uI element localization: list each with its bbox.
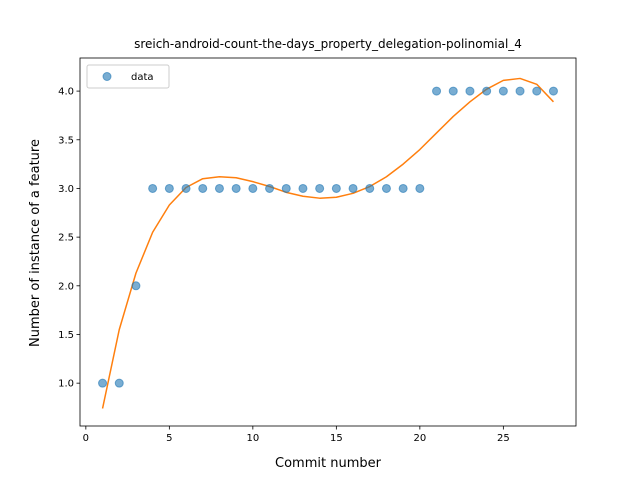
data-point bbox=[231, 183, 241, 193]
y-tick-label: 4.0 bbox=[58, 87, 74, 98]
data-point bbox=[398, 183, 408, 193]
y-axis-title: Number of instance of a feature bbox=[28, 139, 43, 347]
y-tick-label: 3.5 bbox=[58, 135, 74, 146]
data-point bbox=[214, 183, 224, 193]
x-axis: 0 5 10 15 20 25 bbox=[83, 426, 510, 444]
data-point bbox=[114, 378, 124, 388]
data-point bbox=[131, 281, 141, 291]
data-point bbox=[548, 86, 558, 96]
legend-label: data bbox=[131, 72, 154, 83]
data-point bbox=[315, 183, 325, 193]
y-tick-label: 1.0 bbox=[58, 379, 74, 390]
data-point bbox=[465, 86, 475, 96]
plot-frame bbox=[79, 57, 577, 427]
data-point bbox=[482, 86, 492, 96]
data-point bbox=[432, 86, 442, 96]
legend-box bbox=[86, 64, 170, 89]
y-tick-label: 1.5 bbox=[58, 330, 74, 341]
data-point bbox=[515, 86, 525, 96]
data-point bbox=[148, 183, 158, 193]
data-point bbox=[331, 183, 341, 193]
legend-marker bbox=[102, 72, 112, 81]
data-point bbox=[448, 86, 458, 96]
data-point bbox=[348, 183, 358, 193]
x-axis-title: Commit number bbox=[275, 456, 382, 471]
data-point bbox=[415, 183, 425, 193]
data-point bbox=[164, 183, 174, 193]
data-point bbox=[281, 183, 291, 193]
data-point bbox=[498, 86, 508, 96]
x-tick-label: 25 bbox=[497, 433, 510, 444]
x-tick-label: 20 bbox=[413, 433, 426, 444]
y-tick-label: 3.0 bbox=[58, 184, 74, 195]
y-axis: 1.0 1.5 2.0 2.5 3.0 3.5 4.0 bbox=[58, 87, 80, 390]
legend: data bbox=[86, 64, 170, 89]
data-point bbox=[248, 183, 258, 193]
data-point bbox=[98, 378, 108, 388]
data-point bbox=[365, 183, 375, 193]
data-point bbox=[381, 183, 391, 193]
x-tick-label: 15 bbox=[330, 433, 343, 444]
y-tick-label: 2.5 bbox=[58, 233, 74, 244]
x-tick-label: 0 bbox=[83, 433, 89, 444]
data-point bbox=[181, 183, 191, 193]
chart-title: sreich-android-count-the-days_property_d… bbox=[134, 37, 522, 51]
data-point bbox=[532, 86, 542, 96]
plot-area bbox=[79, 57, 577, 427]
fit-line bbox=[101, 77, 554, 409]
y-tick-label: 2.0 bbox=[58, 281, 74, 292]
data-point bbox=[198, 183, 208, 193]
data-point bbox=[265, 183, 275, 193]
data-point bbox=[298, 183, 308, 193]
x-tick-label: 10 bbox=[246, 433, 259, 444]
x-tick-label: 5 bbox=[166, 433, 172, 444]
